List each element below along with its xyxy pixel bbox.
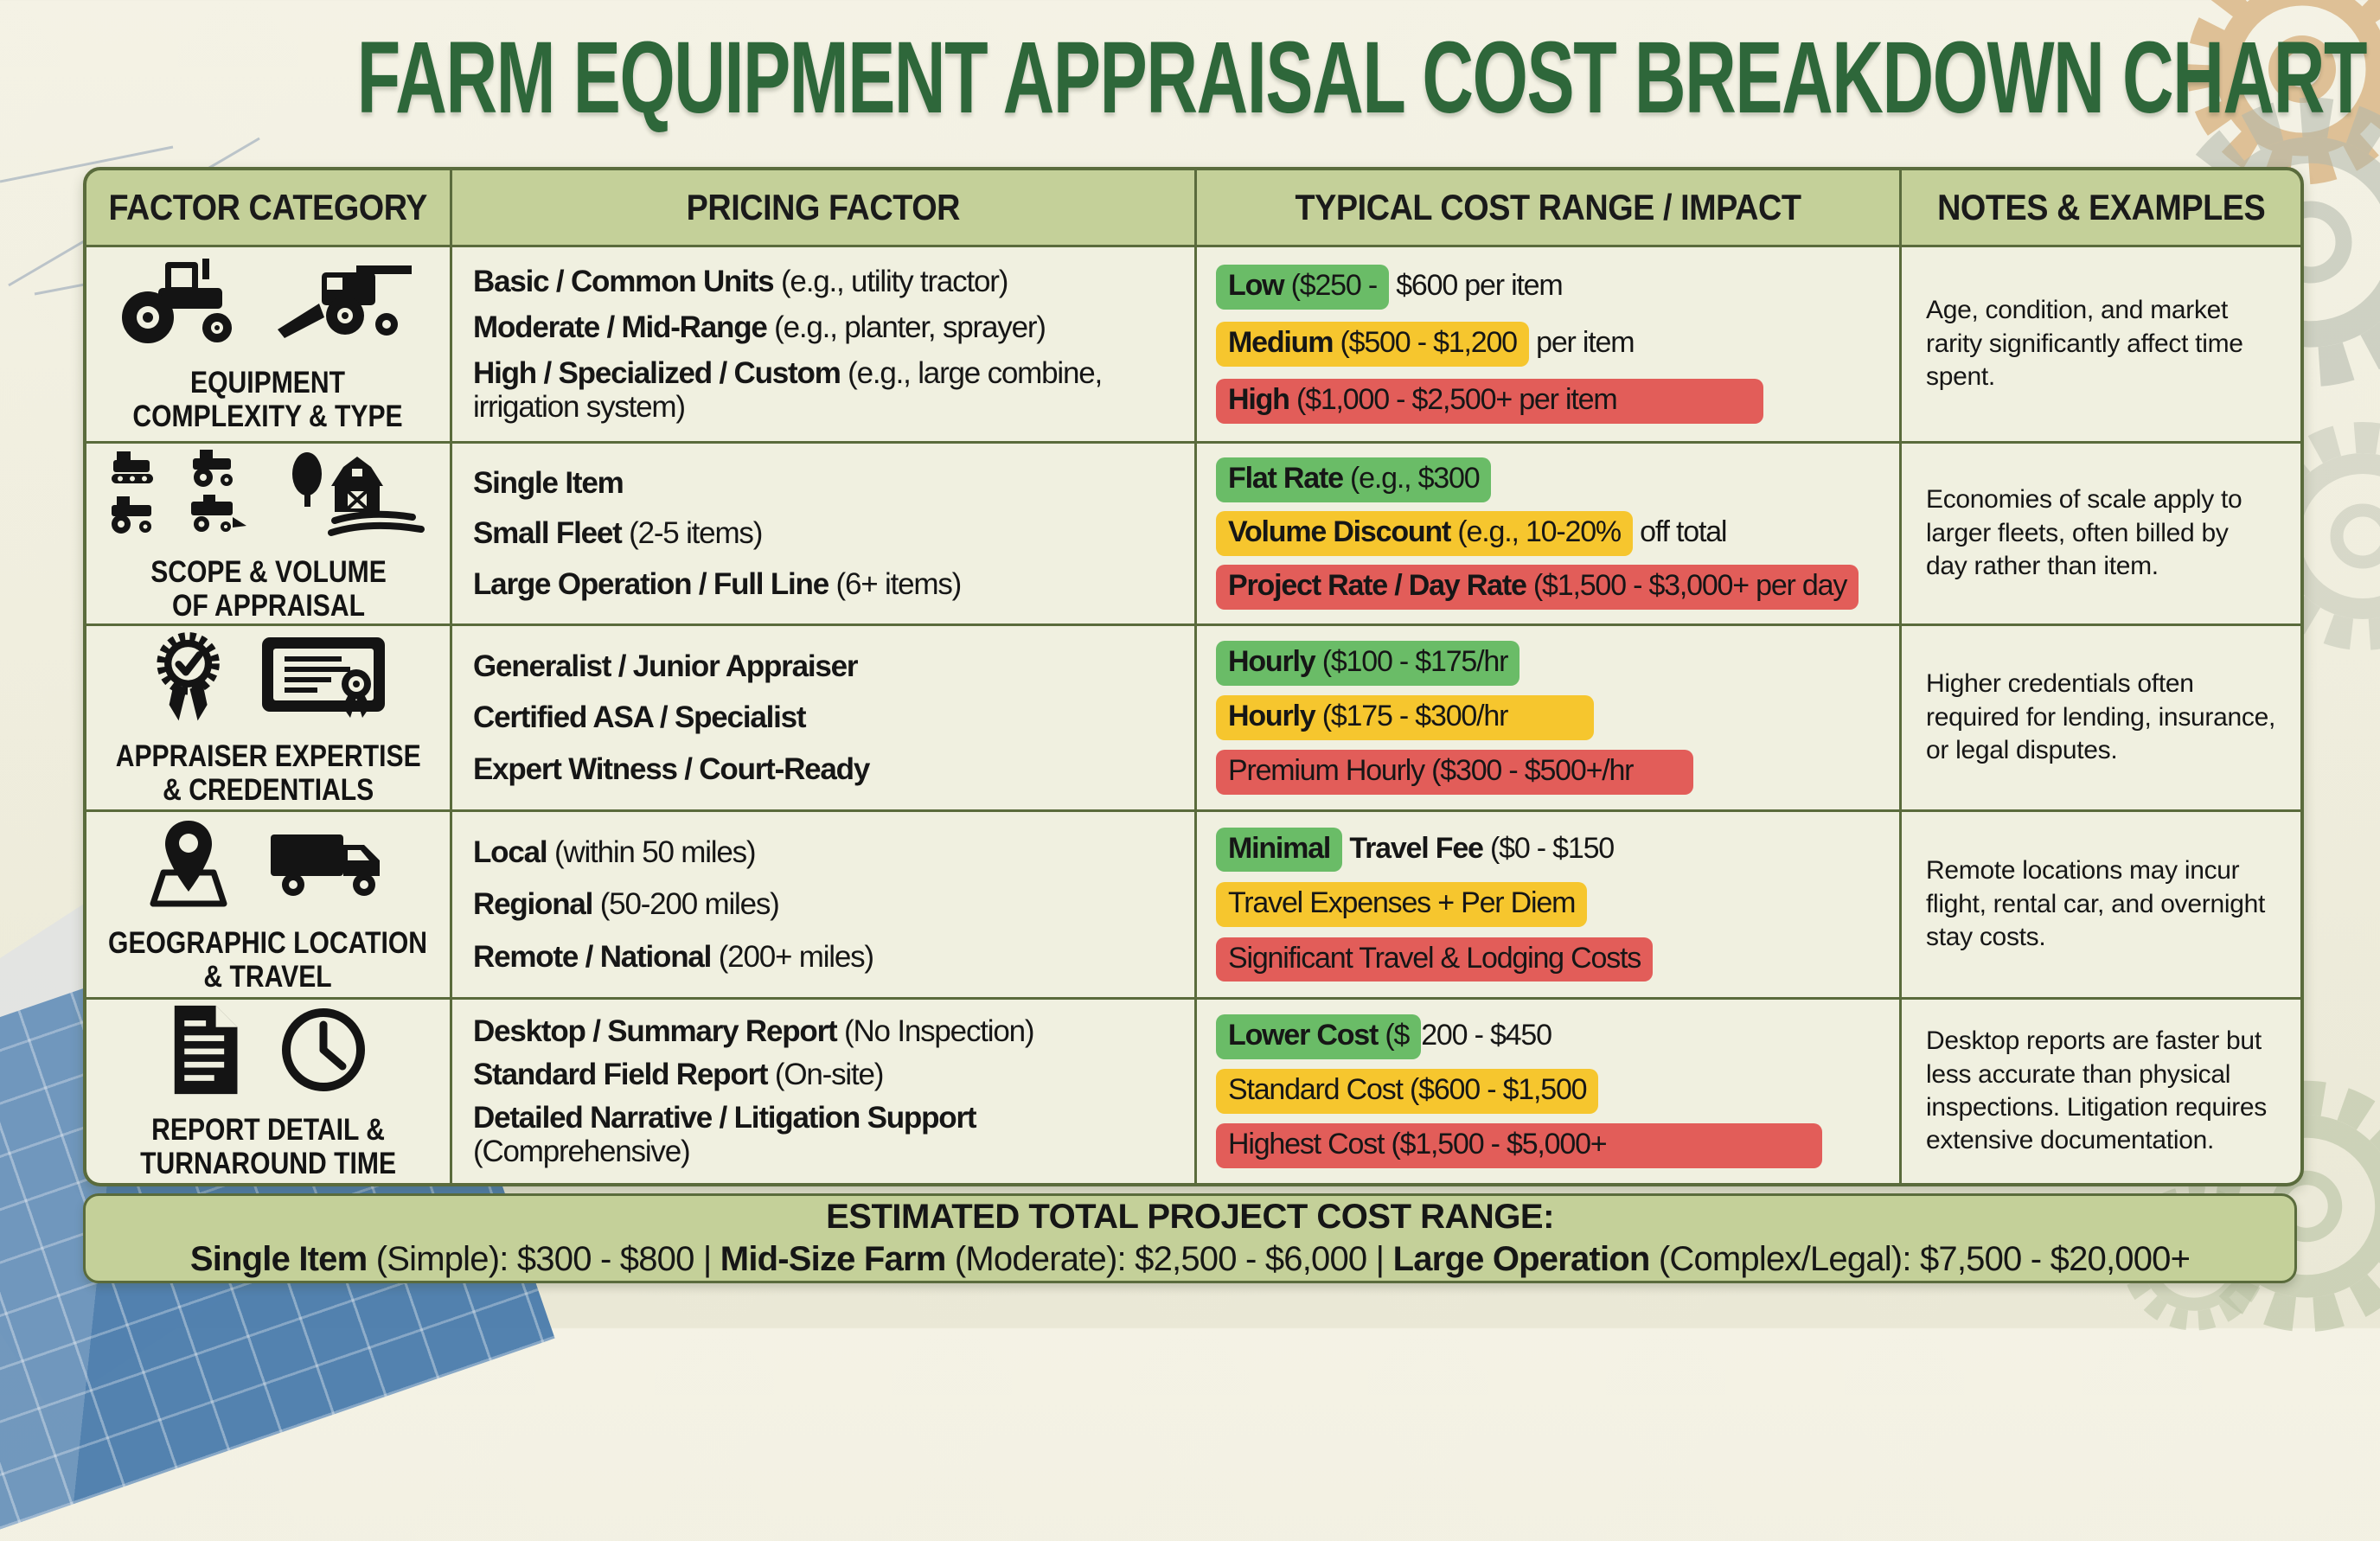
category-cell-scope: SCOPE & VOLUME OF APPRAISAL	[86, 444, 450, 623]
cost-line-low: Lower Cost ($ 200 - $450	[1216, 1014, 1552, 1059]
header-factor-category: FACTOR CATEGORY	[86, 170, 450, 245]
pricing-factor: Generalist / Junior Appraiser	[473, 649, 859, 683]
category-icons	[141, 815, 395, 915]
cost-line-high: Highest Cost ($1,500 - $5,000+	[1216, 1123, 1823, 1168]
category-label: GEOGRAPHIC LOCATION & TRAVEL	[108, 926, 428, 994]
cost-line-low: Flat Rate (e.g., $300	[1216, 457, 1492, 502]
category-cell-location: GEOGRAPHIC LOCATION & TRAVEL	[86, 812, 450, 997]
notes-cell: Economies of scale apply to larger fleet…	[1902, 444, 2300, 623]
pricing-factor: Single Item	[473, 465, 624, 500]
pricing-factor: Certified ASA / Specialist	[473, 700, 807, 735]
cost-line-medium: Volume Discount (e.g., 10-20% off total	[1216, 511, 1728, 556]
category-label: SCOPE & VOLUME OF APPRAISAL	[150, 555, 387, 623]
certificate-icon	[259, 629, 388, 728]
pricing-factor: Large Operation / Full Line (6+ items)	[473, 567, 962, 602]
notes-cell: Remote locations may incur flight, renta…	[1902, 812, 2300, 997]
category-cell-equipment: EQUIPMENT COMPLEXITY & TYPE	[86, 247, 450, 441]
cost-range-cell: Lower Cost ($ 200 - $450 Standard Cost ($…	[1197, 1000, 1899, 1183]
cost-breakdown-table: FACTOR CATEGORY PRICING FACTOR TYPICAL C…	[83, 167, 2304, 1186]
cost-line-medium: Medium ($500 - $1,200 per item	[1216, 322, 1635, 367]
tractor-icon	[115, 255, 245, 355]
notes-cell: Age, condition, and market rarity signif…	[1902, 247, 2300, 441]
map-pin-icon	[141, 815, 236, 915]
category-cell-expertise: APPRAISER EXPERTISE & CREDENTIALS	[86, 626, 450, 809]
award-badge-icon	[148, 629, 228, 728]
category-label: APPRAISER EXPERTISE & CREDENTIALS	[115, 739, 421, 807]
pricing-factor: Small Fleet (2-5 items)	[473, 516, 763, 551]
footer-heading: ESTIMATED TOTAL PROJECT COST RANGE:	[826, 1198, 1554, 1236]
cost-line-high: Significant Travel & Lodging Costs	[1216, 937, 1654, 982]
category-icons	[165, 1002, 370, 1102]
cost-range-cell: Hourly ($100 - $175/hr Hourly ($175 - $3…	[1197, 626, 1899, 809]
header-pricing-factor: PRICING FACTOR	[452, 170, 1194, 245]
combine-harvester-icon	[274, 255, 421, 355]
pricing-factor-cell: Desktop / Summary Report (No Inspection)…	[452, 1000, 1194, 1183]
estimated-total-banner: ESTIMATED TOTAL PROJECT COST RANGE: Sing…	[83, 1193, 2297, 1283]
cost-line-medium: Standard Cost ($600 - $1,500	[1216, 1069, 1599, 1114]
category-icons	[148, 629, 387, 728]
truck-icon	[266, 815, 395, 915]
cost-range-cell: Low ($250 - $600 per item Medium ($500 -…	[1197, 247, 1899, 441]
cost-line-high: Project Rate / Day Rate ($1,500 - $3,000…	[1216, 565, 1859, 610]
pricing-factor: Regional (50-200 miles)	[473, 887, 780, 922]
pricing-factor: Basic / Common Units (e.g., utility trac…	[473, 264, 1008, 298]
footer-cost-summary: Single Item (Simple): $300 - $800 | Mid-…	[189, 1240, 2191, 1278]
cost-range-cell: Flat Rate (e.g., $300 Volume Discount (e…	[1197, 444, 1899, 623]
pricing-factor-cell: Single Item Small Fleet (2-5 items) Larg…	[452, 444, 1194, 623]
cost-line-medium: Hourly ($175 - $300/hr	[1216, 695, 1595, 740]
header-notes: NOTES & EXAMPLES	[1902, 170, 2300, 245]
cost-line-low: Minimal Travel Fee ($0 - $150	[1216, 827, 1615, 873]
notes-cell: Desktop reports are faster but less accu…	[1902, 1000, 2300, 1183]
cost-range-cell: Minimal Travel Fee ($0 - $150 Travel Exp…	[1197, 812, 1899, 997]
pricing-factor-cell: Basic / Common Units (e.g., utility trac…	[452, 247, 1194, 441]
category-label: EQUIPMENT COMPLEXITY & TYPE	[132, 366, 404, 433]
cost-line-medium: Travel Expenses + Per Diem	[1216, 882, 1588, 927]
category-cell-report: REPORT DETAIL & TURNAROUND TIME	[86, 1000, 450, 1183]
cost-line-low: Hourly ($100 - $175/hr	[1216, 641, 1520, 686]
pricing-factor: Remote / National (200+ miles)	[473, 939, 874, 974]
pricing-factor-cell: Local (within 50 miles) Regional (50-200…	[452, 812, 1194, 997]
header-cost-range: TYPICAL COST RANGE / IMPACT	[1197, 170, 1899, 245]
equipment-fleet-icon	[106, 444, 253, 544]
pricing-factor-cell: Generalist / Junior Appraiser Certified …	[452, 626, 1194, 809]
cost-line-low: Low ($250 - $600 per item	[1216, 265, 1564, 310]
pricing-factor: Expert Witness / Court-Ready	[473, 752, 870, 787]
pricing-factor: Desktop / Summary Report (No Inspection)	[473, 1013, 1035, 1048]
page-title: FARM EQUIPMENT APPRAISAL COST BREAKDOWN …	[356, 21, 2368, 135]
pricing-factor: Moderate / Mid-Range (e.g., planter, spr…	[473, 310, 1046, 344]
farm-barn-icon	[283, 444, 430, 544]
pricing-factor: Detailed Narrative / Litigation Support …	[473, 1100, 983, 1168]
document-icon	[165, 1002, 246, 1102]
pricing-factor: High / Specialized / Custom (e.g., large…	[473, 355, 1110, 424]
notes-cell: Higher credentials often required for le…	[1902, 626, 2300, 809]
category-icons	[115, 255, 421, 355]
pricing-factor: Standard Field Report (On-site)	[473, 1057, 884, 1091]
cost-line-high: Premium Hourly ($300 - $500+/hr	[1216, 750, 1694, 795]
pricing-factor: Local (within 50 miles)	[473, 835, 757, 870]
category-icons	[106, 444, 430, 544]
clock-icon	[276, 1002, 371, 1102]
category-label: REPORT DETAIL & TURNAROUND TIME	[140, 1113, 396, 1180]
cost-line-high: High ($1,000 - $2,500+ per item	[1216, 379, 1764, 424]
